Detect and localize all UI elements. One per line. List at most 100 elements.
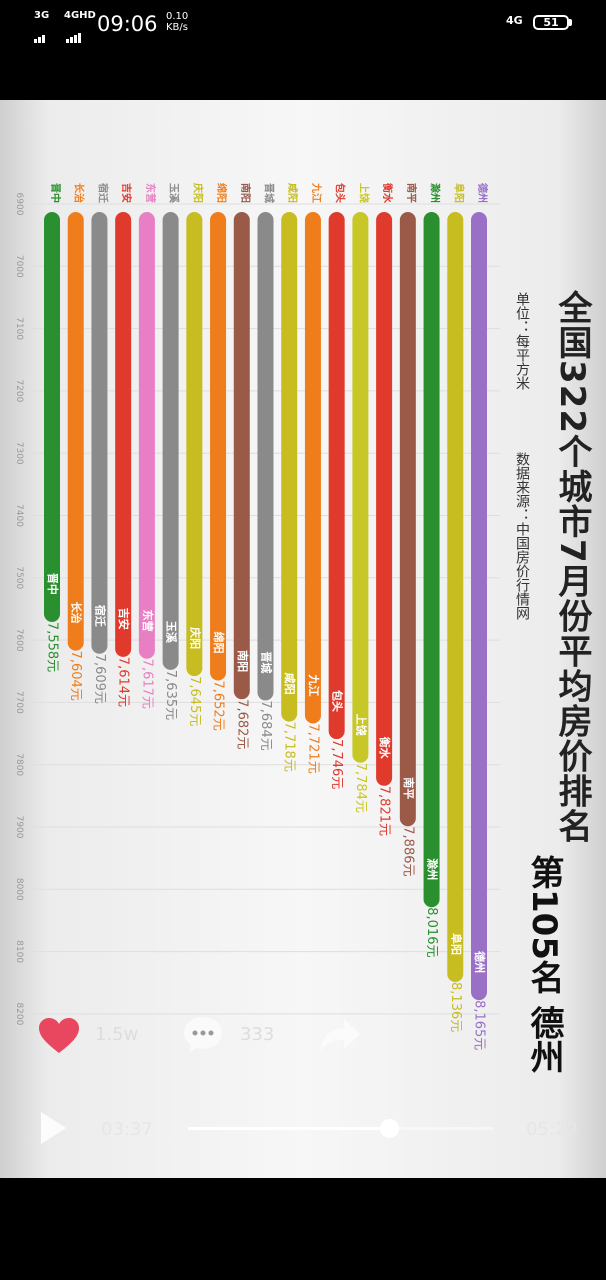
category-label: 长治 [73, 183, 86, 203]
video-frame[interactable]: 6900 7000 7100 7200 7300 7400 7500 7600 7700 7800… [0, 100, 606, 1178]
clock: 09:06 [97, 12, 158, 36]
axis-tick-label: 6900 [14, 193, 24, 216]
comment-count: 333 [240, 1024, 275, 1045]
category-label: 晋中 [49, 183, 62, 203]
bar-value-label: 7,635元 [163, 670, 178, 720]
bar-name-label: 长治 [70, 602, 84, 624]
category-label: 绵阳 [215, 183, 228, 203]
axis-tick-label: 8200 [14, 1002, 24, 1025]
axis-tick-label: 7900 [14, 816, 24, 839]
category-label: 庆阳 [191, 182, 204, 203]
bar-name-label: 阜阳 [449, 933, 463, 955]
chart-unit-label: 单位：每平方米 [514, 292, 530, 390]
bar-chart: 6900 7000 7100 7200 7300 7400 7500 7600 7700 7800… [14, 182, 500, 1050]
network-4g-label: 4GHD [64, 10, 96, 21]
chart-title: 全国322个城市7月份平均房价排名 [552, 290, 592, 844]
rank-caption: 第105名 德州 [524, 855, 564, 1074]
axis-tick-label: 7100 [14, 317, 24, 340]
category-label: 滁州 [429, 183, 442, 203]
bar-name-label: 宿迁 [93, 605, 107, 627]
bar-value-label: 7,718元 [282, 722, 297, 772]
battery-nub [569, 19, 572, 26]
category-label: 玉溪 [168, 183, 181, 204]
comment-icon[interactable] [182, 1014, 224, 1054]
bar-name-label: 南阳 [236, 650, 250, 672]
bar-value-label: 7,721元 [305, 723, 320, 773]
bar-value-label: 7,604元 [68, 651, 83, 701]
network-speed: 0.10 KB/s [166, 11, 188, 33]
current-time: 03:37 [101, 1119, 153, 1140]
progress-knob[interactable] [380, 1119, 400, 1138]
bar-name-label: 庆阳 [188, 626, 202, 649]
category-label: 吉安 [120, 183, 133, 203]
bar-name-label: 德州 [473, 950, 487, 973]
chart-source-label: 数据来源：中国房价行情网 [514, 452, 530, 620]
bar-value-label: 7,684元 [258, 700, 273, 750]
axis-tick-label: 7800 [14, 753, 24, 776]
bar-value-label: 7,746元 [329, 739, 344, 789]
bar-name-label: 滁州 [426, 858, 440, 880]
bar-value-label: 7,645元 [187, 676, 202, 726]
share-icon[interactable] [318, 1016, 362, 1054]
bar-name-label: 咸阳 [283, 673, 297, 695]
category-label: 东营 [144, 183, 157, 203]
bar-name-label: 南平 [402, 777, 416, 799]
bar-name-label: 绵阳 [212, 631, 226, 653]
network-4g-right: 4G [506, 14, 523, 27]
axis-tick-label: 7400 [14, 504, 24, 527]
bar-value-label: 7,821元 [377, 786, 392, 836]
category-label: 咸阳 [286, 183, 299, 203]
bar-value-label: 7,886元 [400, 826, 415, 876]
bar-value-label: 7,558元 [45, 622, 60, 672]
axis-tick-label: 7500 [14, 566, 24, 589]
progress-bar[interactable] [188, 1119, 493, 1138]
network-speed-value: 0.10 [166, 11, 189, 22]
battery-icon: 51 [533, 15, 569, 30]
bar-name-label: 晋中 [46, 573, 60, 595]
bar-value-label: 7,617元 [139, 659, 154, 709]
category-label: 包头 [334, 183, 347, 203]
axis-tick-label: 7600 [14, 629, 24, 652]
network-3g-label: 3G [34, 10, 50, 21]
like-count: 1.5w [95, 1024, 139, 1045]
bar-name-label: 上饶 [354, 714, 368, 736]
heart-icon[interactable] [38, 1017, 80, 1055]
bar-name-label: 东营 [141, 610, 155, 632]
category-label: 九江 [310, 182, 323, 203]
bar-name-label: 吉安 [117, 608, 131, 630]
bar-value-label: 7,614元 [116, 657, 131, 707]
category-label: 上饶 [357, 183, 370, 203]
category-label: 宿迁 [96, 183, 109, 203]
axis-tick-label: 7700 [14, 691, 24, 714]
category-label: 阜阳 [452, 183, 465, 203]
total-time: 05:29 [526, 1119, 578, 1140]
status-bar: 3G 4GHD 09:06 0.10 KB/s 4G 51 [0, 0, 606, 100]
bar-value-label: 7,682元 [234, 699, 249, 749]
bar-name-label: 晋城 [260, 651, 274, 673]
category-label: 南阳 [239, 183, 252, 203]
axis-tick-label: 7200 [14, 379, 24, 402]
signal-icon [34, 24, 46, 43]
network-speed-unit: KB/s [166, 22, 188, 33]
bottom-bar [0, 1178, 606, 1280]
bar-value-label: 8,136元 [448, 982, 463, 1032]
category-label: 衡水 [381, 183, 394, 204]
signal-icon [66, 24, 82, 43]
play-icon[interactable] [38, 1110, 68, 1146]
axis-tick-label: 8000 [14, 878, 24, 901]
bar-name-label: 衡水 [378, 737, 392, 760]
bar-name-label: 九江 [307, 673, 321, 696]
axis-tick-label: 7300 [14, 442, 24, 465]
bar-value-label: 7,609元 [92, 654, 107, 704]
axis-tick-label: 8100 [14, 940, 24, 963]
bar-value-label: 8,165元 [472, 1000, 487, 1050]
category-label: 南平 [405, 183, 418, 203]
axis-tick-label: 7000 [14, 255, 24, 278]
bar-name-label: 玉溪 [165, 621, 179, 644]
bar-value-label: 7,784元 [353, 763, 368, 813]
bar-value-label: 8,016元 [424, 907, 439, 957]
category-label: 晋城 [263, 183, 276, 203]
bar-value-label: 7,652元 [211, 680, 226, 730]
progress-fill [188, 1127, 390, 1130]
bar-name-label: 包头 [331, 689, 345, 712]
